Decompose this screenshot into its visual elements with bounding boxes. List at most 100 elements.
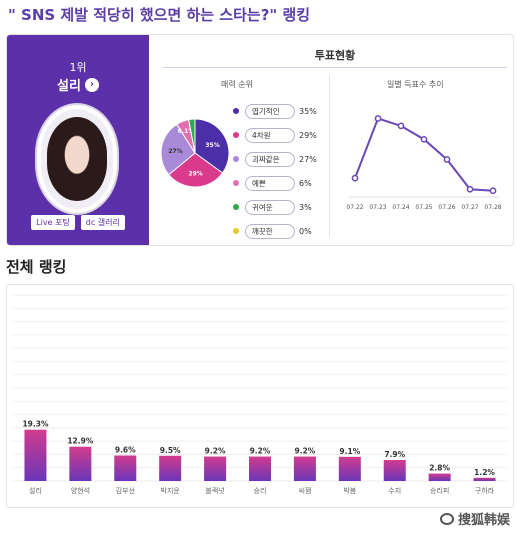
bar-value-label: 1.2% (474, 468, 495, 477)
legend-label: 깨끗한 (245, 223, 295, 239)
category-label: 설리 (29, 486, 42, 495)
x-tick-label: 07.28 (484, 204, 501, 211)
legend-percent: 27% (299, 154, 317, 164)
category-label: 수지 (388, 486, 401, 495)
pie-slice (160, 123, 196, 176)
ranking-bar-chart: 19.3% 설리 12.9% 양현석 9.6% 김부선 9.5% 박지윤 9.2% 블랙넛 9.2%… (13, 294, 507, 495)
bar-value-label: 9.1% (339, 447, 360, 456)
legend-dot (233, 108, 239, 114)
bar (114, 455, 137, 481)
bar (204, 456, 227, 481)
legend-percent: 6% (299, 178, 312, 188)
legend-percent: 0% (299, 226, 312, 236)
pie-slice-label: 6.1% (178, 128, 195, 135)
pie-slice (168, 152, 224, 188)
live-posting-button[interactable]: Live 포팅 (31, 215, 75, 230)
category-label: 블랙넛 (205, 486, 224, 495)
daily-trend-title: 일별 득표수 추이 (387, 80, 444, 89)
winner-rank: 1위 (69, 61, 87, 74)
legend-percent: 29% (299, 130, 317, 140)
trend-point (397, 122, 405, 130)
legend-dot (233, 228, 239, 234)
trend-point (351, 174, 359, 182)
trend-point (374, 115, 382, 122)
pie-slice-label: 35% (205, 142, 219, 149)
x-tick-label: 07.23 (369, 204, 386, 211)
category-label: 박지윤 (161, 486, 181, 495)
vote-summary-card: 1위 설리 › Live 포팅 dc 갤러리 투표현황 매력 순위 일별 득표수… (6, 34, 514, 246)
x-tick-label: 07.24 (392, 204, 409, 211)
chevron-right-icon[interactable]: › (84, 77, 99, 92)
category-label: 박봄 (343, 486, 356, 495)
bar (159, 455, 182, 481)
category-label: 승리 (254, 486, 267, 495)
legend-label: 엽기적인 (245, 103, 295, 119)
pie-slice-label: 29% (188, 171, 202, 178)
watermark-text: 搜狐韩娱 (457, 513, 510, 528)
category-label: 승리피 (430, 486, 449, 495)
legend-dot (233, 132, 239, 138)
bar-value-label: 7.9% (384, 450, 405, 459)
bar (428, 473, 451, 481)
legend-item: 귀여운 3% (233, 199, 312, 215)
winner-buttons: Live 포팅 dc 갤러리 (7, 215, 149, 230)
bar-value-label: 9.2% (295, 447, 316, 456)
divider (329, 75, 330, 237)
winner-name: 설리 (57, 79, 81, 94)
bar-value-label: 12.9% (67, 437, 94, 446)
bar (69, 446, 92, 481)
legend-item: 엽기적인 35% (233, 103, 317, 119)
x-tick-label: 07.27 (461, 204, 478, 211)
avatar (47, 117, 107, 201)
ranking-card: 19.3% 설리 12.9% 양현석 9.6% 김부선 9.5% 박지윤 9.2% 블랙넛 9.2%… (6, 284, 514, 508)
legend-item: 깨끗한 0% (233, 223, 312, 239)
x-tick-label: 07.26 (438, 204, 455, 211)
legend-label: 귀여운 (245, 199, 295, 215)
winner-name-row[interactable]: 설리 › (7, 75, 149, 94)
bar-value-label: 9.6% (115, 445, 136, 454)
winner-photo-frame (37, 105, 117, 213)
category-label: 김부선 (116, 486, 135, 495)
trend-line (354, 117, 494, 192)
bar-value-label: 19.3% (22, 420, 49, 429)
x-tick-label: 07.25 (415, 204, 432, 211)
pie-slice-label: 27% (168, 148, 182, 155)
legend-item: 4차원 29% (233, 127, 317, 143)
legend-percent: 35% (299, 106, 317, 116)
chat-icon (439, 512, 454, 525)
charm-rank-title: 매력 순위 (221, 80, 253, 89)
pie-slice (194, 118, 230, 174)
legend-dot (233, 180, 239, 186)
trend-point (489, 187, 497, 195)
divider (163, 67, 507, 68)
legend-dot (233, 156, 239, 162)
winner-panel: 1위 설리 › Live 포팅 dc 갤러리 (7, 35, 149, 245)
bar (249, 456, 271, 481)
daily-trend-chart: 07.22 07.23 07.24 07.25 07.26 07.27 07.28 (346, 115, 502, 211)
category-label: 구하라 (475, 486, 495, 495)
pie-slice (188, 118, 196, 154)
dc-gallery-button[interactable]: dc 갤러리 (80, 215, 125, 230)
legend-label: 예쁜 (245, 175, 295, 191)
bar-value-label: 9.2% (250, 447, 271, 456)
legend-item: 예쁜 6% (233, 175, 312, 191)
bar (24, 429, 47, 481)
vote-status-title: 투표현황 (314, 49, 356, 62)
bar (473, 477, 496, 481)
charm-pie-chart: 35% 29% 27% 6.1% (160, 118, 230, 188)
bar (293, 456, 316, 481)
trend-point (443, 156, 451, 163)
x-tick-label: 07.22 (346, 204, 363, 211)
legend-label: 괴짜같은 (245, 151, 295, 167)
legend-item: 괴짜같은 27% (233, 151, 317, 167)
category-label: 씨잼 (298, 486, 311, 495)
trend-point (420, 135, 428, 143)
bar (338, 456, 361, 481)
bar-value-label: 2.8% (429, 464, 450, 473)
trend-point (466, 185, 474, 193)
legend-label: 4차원 (245, 127, 295, 143)
bar-value-label: 9.5% (160, 446, 181, 455)
legend-dot (233, 204, 239, 210)
bar (383, 460, 406, 481)
legend-percent: 3% (299, 202, 312, 212)
